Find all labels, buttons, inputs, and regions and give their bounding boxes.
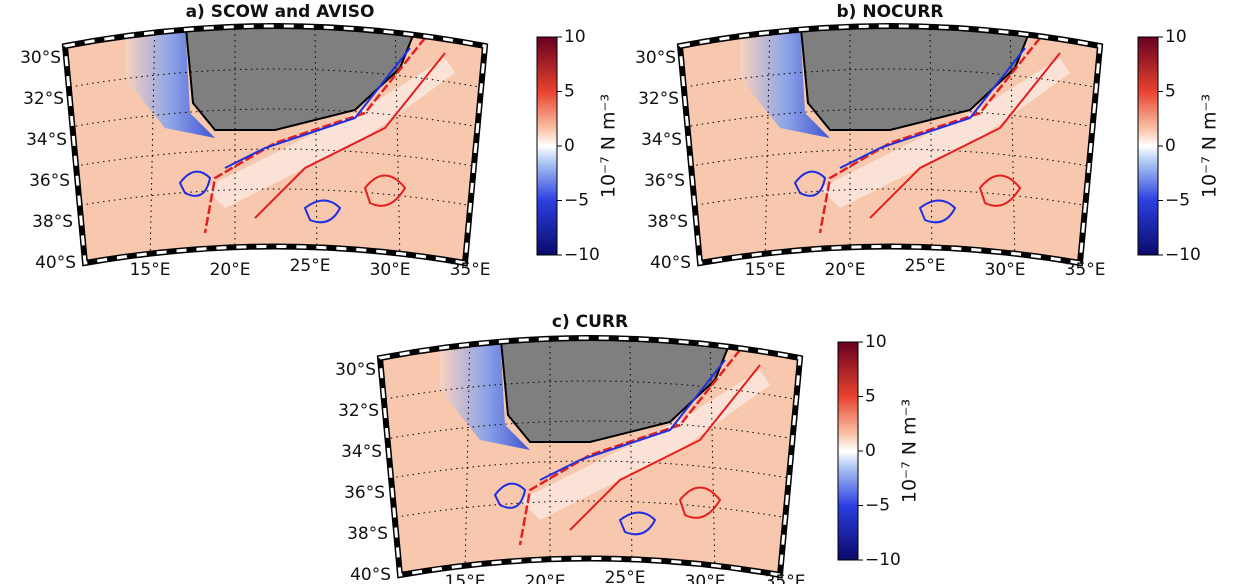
map-panel: a) SCOW and AVISO 30°S 32°S 34°S 36°S 38°S 40°… [20, 2, 619, 280]
lat-label: 40°S [350, 565, 391, 584]
lat-label: 30°S [20, 48, 61, 68]
colorbar-tick-label: −10 [564, 245, 600, 265]
lat-label: 36°S [344, 483, 385, 503]
map [680, 18, 1100, 263]
colorbar-label: 10⁻⁷ N m⁻³ [598, 94, 620, 198]
lon-label: 30°E [370, 260, 411, 280]
colorbar-tick-label: −5 [564, 191, 589, 211]
lon-label: 20°E [525, 572, 566, 584]
lat-label: 38°S [347, 524, 388, 544]
colorbar-tick-label: 5 [1165, 82, 1176, 102]
colorbar-label: 10⁻⁷ N m⁻³ [899, 399, 921, 503]
map [380, 330, 800, 575]
map [65, 18, 485, 263]
colorbar-tick-label: −10 [865, 550, 901, 570]
lon-label: 35°E [1065, 260, 1106, 280]
lat-label: 34°S [641, 130, 682, 150]
colorbar-tick-label: 0 [865, 441, 876, 461]
colorbar-tick-label: 10 [865, 332, 887, 352]
lat-label: 32°S [338, 401, 379, 421]
colorbar-tick-label: 0 [1165, 136, 1176, 156]
map-panel: c) CURR 30°S 32°S 34°S 36°S 38°S 40°S 15°E 20°E 2… [335, 312, 921, 588]
colorbar-tick-label: 0 [564, 136, 575, 156]
lon-label: 25°E [290, 256, 331, 276]
lat-label: 40°S [35, 253, 76, 273]
lon-label: 15°E [130, 260, 171, 280]
lat-label: 30°S [635, 48, 676, 68]
colorbar-tick-label: 5 [865, 387, 876, 407]
lon-label: 35°E [450, 260, 491, 280]
lon-label: 20°E [825, 260, 866, 280]
lat-label: 36°S [29, 171, 70, 191]
panel-title: a) SCOW and AVISO [186, 2, 375, 22]
lat-label: 38°S [647, 212, 688, 232]
colorbar-label: 10⁻⁷ N m⁻³ [1199, 94, 1221, 198]
lon-label: 30°E [985, 260, 1026, 280]
colorbar [536, 36, 558, 256]
colorbar-tick-label: −5 [1165, 191, 1190, 211]
lat-label: 32°S [638, 89, 679, 109]
panel-title: c) CURR [552, 312, 628, 332]
lat-label: 30°S [335, 360, 376, 380]
lat-label: 40°S [650, 253, 691, 273]
lon-label: 30°E [685, 572, 726, 584]
map-panel: b) NOCURR 30°S 32°S 34°S 36°S 38°S 40°S 15°E 20°… [635, 2, 1220, 280]
lat-label: 34°S [341, 442, 382, 462]
lon-label: 25°E [605, 568, 646, 584]
colorbar-tick-label: 10 [564, 27, 586, 47]
lat-label: 38°S [32, 212, 73, 232]
lon-label: 15°E [445, 572, 486, 584]
colorbar-tick-label: 10 [1165, 27, 1187, 47]
lat-label: 32°S [23, 89, 64, 109]
colorbar [1137, 36, 1159, 256]
lat-label: 34°S [26, 130, 67, 150]
lon-label: 25°E [905, 256, 946, 276]
colorbar-tick-label: −10 [1165, 245, 1201, 265]
colorbar-tick-label: −5 [865, 496, 890, 516]
colorbar-tick-label: 5 [564, 82, 575, 102]
lat-label: 36°S [644, 171, 685, 191]
lon-label: 35°E [765, 572, 806, 584]
lon-label: 20°E [210, 260, 251, 280]
colorbar [837, 341, 859, 561]
panel-title: b) NOCURR [837, 2, 944, 22]
lon-label: 15°E [745, 260, 786, 280]
